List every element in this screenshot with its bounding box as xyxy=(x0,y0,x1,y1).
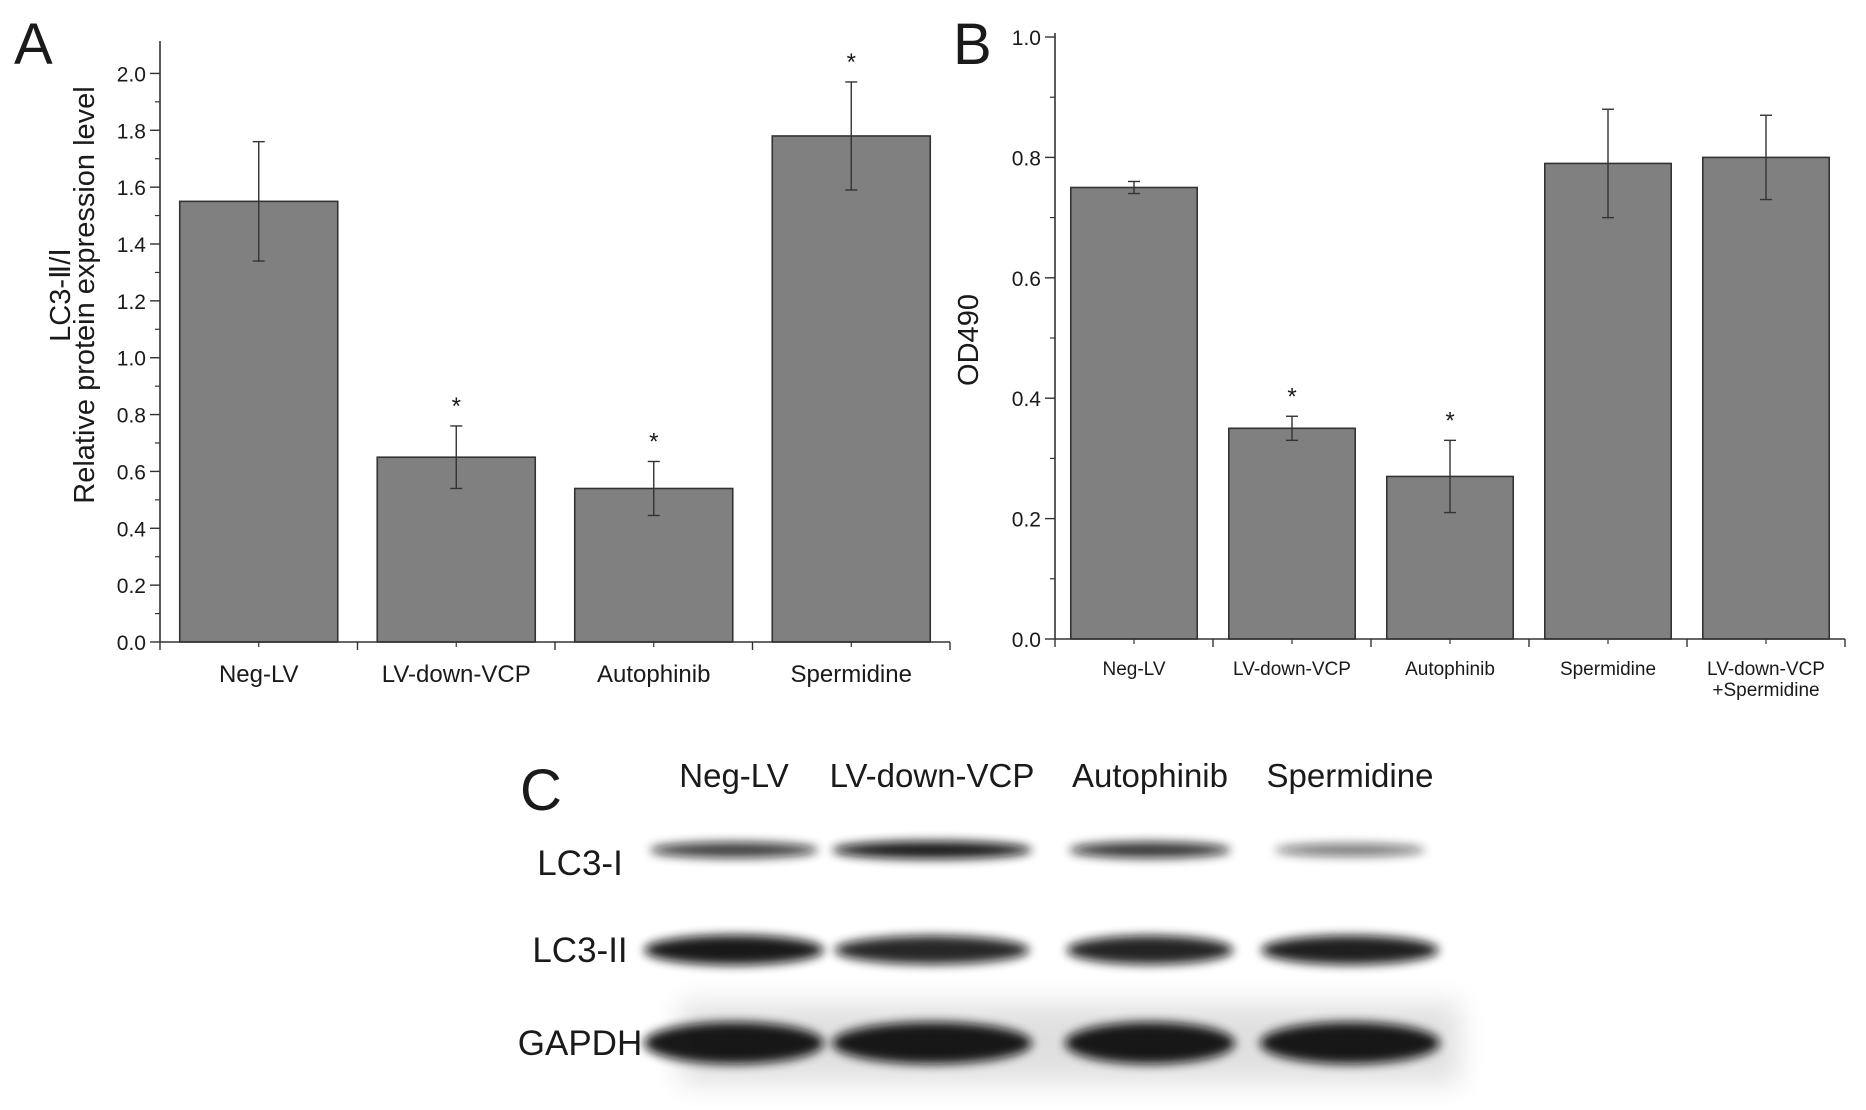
blot-lane-label: Neg-LV xyxy=(679,757,788,794)
bar-lv-down-vcp-+spermidine xyxy=(1702,156,1831,640)
y-tick-label: 0.6 xyxy=(1012,268,1041,291)
chart-a-axes: Neg-LV LV-down-VCP Autophinib Spermidine 0.0… xyxy=(117,41,951,688)
blot-band xyxy=(1066,935,1234,965)
chart-b-y-axis-label: OD490 xyxy=(953,294,985,386)
blot-band xyxy=(649,842,819,858)
x-tick-label: Neg-LV xyxy=(219,661,299,688)
blot-band xyxy=(834,935,1030,965)
x-tick-label: Autophinib xyxy=(597,661,710,688)
blot-row-label-lc3-i: LC3-I xyxy=(537,844,623,883)
x-tick-label: LV-down-VCP xyxy=(1707,659,1825,680)
y-tick-label: 0.2 xyxy=(117,575,146,598)
x-tick-label: +Spermidine xyxy=(1712,680,1819,701)
blot-lane-label: Spermidine xyxy=(1267,757,1434,794)
blot-lane-labels: Neg-LV LV-down-VCP Autophinib Spermidine xyxy=(679,757,1433,794)
y-tick-label: 0.0 xyxy=(1012,629,1041,652)
y-tick-label: 0.0 xyxy=(117,632,146,655)
y-tick-label: 0.6 xyxy=(117,461,146,484)
x-tick-label: Spermidine xyxy=(791,661,912,688)
x-tick-label: Neg-LV xyxy=(1102,659,1165,680)
x-tick-label: LV-down-VCP xyxy=(382,661,531,688)
x-tick-label: Spermidine xyxy=(1560,659,1656,680)
y-tick-label: 1.8 xyxy=(117,120,146,143)
bar-spermidine xyxy=(771,135,932,643)
blot-band xyxy=(832,1022,1032,1064)
x-tick-label: LV-down-VCP xyxy=(1233,659,1351,680)
y-tick-label: 1.0 xyxy=(117,348,146,371)
significance-marker: * xyxy=(847,49,856,76)
chart-a-y-axis-label-line2: Relative protein expression level xyxy=(69,86,101,504)
bar-neg-lv xyxy=(1070,186,1199,640)
y-tick-label: 1.4 xyxy=(117,234,147,257)
chart-b-bars: ** xyxy=(1070,108,1831,640)
chart-a: * * * Neg-LV LV-down-VCP Autophinib Spermidin… xyxy=(45,41,951,688)
y-tick-label: 0.4 xyxy=(1012,388,1042,411)
y-tick-label: 0.2 xyxy=(1012,509,1041,532)
blot-band xyxy=(1069,841,1231,859)
significance-marker: * xyxy=(1287,383,1296,410)
blot-lane-label: Autophinib xyxy=(1072,757,1228,794)
blot-band xyxy=(644,1022,824,1064)
panel-c-letter: C xyxy=(520,758,562,823)
blot-band xyxy=(1260,1022,1440,1064)
chart-a-bars: * * * xyxy=(178,49,932,643)
blot-bands xyxy=(644,841,1460,1083)
blot-band xyxy=(644,935,824,965)
chart-b: ** Neg-LV LV-down-VCP Autophinib Spermidine… xyxy=(953,27,1846,701)
blot-row-labels: LC3-I LC3-II GAPDH xyxy=(518,844,642,1063)
bar-neg-lv xyxy=(178,200,339,643)
y-tick-label: 1.2 xyxy=(117,291,146,314)
significance-marker: * xyxy=(649,428,658,455)
chart-b-axes: Neg-LV LV-down-VCP Autophinib Spermidine LV-… xyxy=(1012,27,1846,701)
blot-row-label-lc3-ii: LC3-II xyxy=(532,931,627,970)
blot-band xyxy=(832,841,1032,859)
blot-band xyxy=(1274,843,1426,857)
significance-marker: * xyxy=(1445,407,1454,434)
chart-a-y-axis-label-line1: LC3-Ⅱ/Ⅰ xyxy=(45,248,77,342)
panel-a-letter: A xyxy=(14,12,53,77)
blot-band xyxy=(1261,935,1439,965)
blot-band xyxy=(1065,1022,1235,1064)
bar-spermidine xyxy=(1544,162,1673,640)
blot-row-label-gapdh: GAPDH xyxy=(518,1024,642,1063)
y-tick-label: 1.6 xyxy=(117,177,146,200)
bar-lv-down-vcp xyxy=(1228,427,1357,640)
blot-lane-label: LV-down-VCP xyxy=(830,757,1035,794)
y-tick-label: 2.0 xyxy=(117,63,146,86)
y-tick-label: 0.4 xyxy=(117,518,147,541)
y-tick-label: 0.8 xyxy=(1012,147,1041,170)
y-tick-label: 0.8 xyxy=(117,405,146,428)
western-blot: Neg-LV LV-down-VCP Autophinib Spermidine LC… xyxy=(518,757,1460,1083)
panel-b-letter: B xyxy=(953,12,992,77)
significance-marker: * xyxy=(452,393,461,420)
y-tick-label: 1.0 xyxy=(1012,27,1041,50)
x-tick-label: Autophinib xyxy=(1405,659,1495,680)
